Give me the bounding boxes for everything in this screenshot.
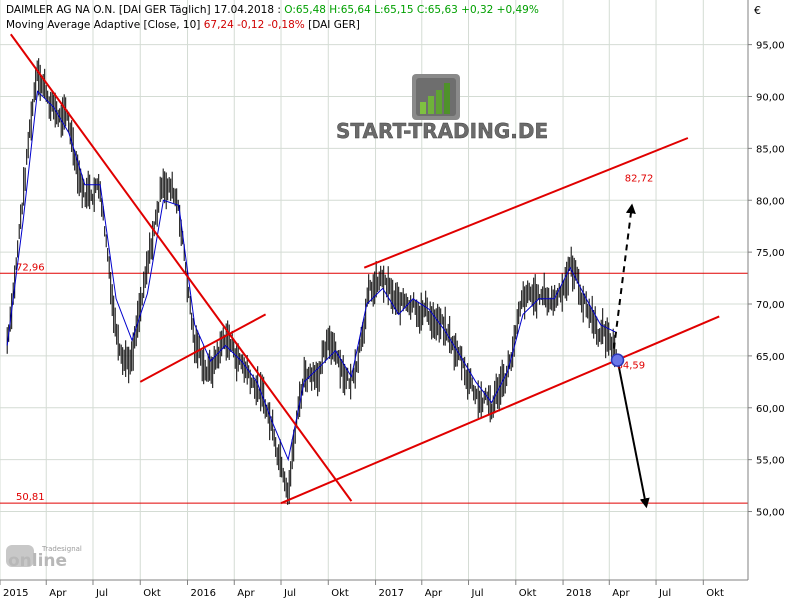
y-tick-label: 70,00: [756, 300, 785, 311]
trendline: [363, 137, 689, 269]
annotations: 82,72 64,59: [610, 174, 654, 371]
x-tick-label: Okt: [143, 588, 161, 599]
level-label: 72,96: [16, 262, 45, 273]
tradesignal-watermark: Tradesignal online: [6, 545, 82, 571]
logo-bar-4: [444, 83, 450, 114]
header-ma-name: Moving Average Adaptive [Close, 10]: [6, 19, 204, 31]
forecast-arrows: [612, 203, 650, 509]
moving-average-line: [6, 90, 617, 462]
logo-text: START-TRADING.DE: [336, 119, 548, 143]
x-tick-label: 2015: [3, 588, 28, 599]
y-tick-label: 85,00: [756, 144, 785, 155]
logo-bar-1: [420, 102, 426, 114]
logo-bar-3: [436, 90, 442, 114]
x-tick-label: Okt: [331, 588, 349, 599]
price-bars: [6, 58, 617, 505]
x-tick-label: 2018: [566, 588, 591, 599]
header-ma-values: 67,24 -0,12 -0,18%: [204, 19, 305, 31]
logo-bar-2: [428, 96, 434, 114]
logo: START-TRADING.DE: [336, 74, 548, 143]
y-axis-ticks: 50,00 55,00 60,00 65,00 70,00 75,00 80,00 85,00…: [748, 41, 785, 519]
x-tick-label: Jul: [283, 588, 296, 599]
level-label: 50,81: [16, 492, 45, 503]
x-tick-label: 2017: [379, 588, 404, 599]
x-tick-label: Okt: [519, 588, 537, 599]
x-tick-label: Apr: [49, 588, 67, 599]
price-annotation: 64,59: [616, 360, 645, 371]
price-annotation: 82,72: [625, 174, 654, 185]
header-ohlc-values: O:65,48 H:65,64 L:65,15 C:65,63 +0,32 +0…: [284, 4, 539, 16]
trendline: [9, 33, 353, 502]
header-line-1: DAIMLER AG NA O.N. [DAI GER Täglich] 17.…: [6, 4, 539, 16]
currency-label: €: [754, 4, 761, 17]
x-tick-label: Apr: [237, 588, 255, 599]
x-tick-label: Okt: [706, 588, 724, 599]
x-tick-label: 2016: [191, 588, 216, 599]
moving-average-path: [6, 90, 617, 462]
forecast-arrow-dashed: [612, 203, 636, 349]
watermark-brand: Tradesignal: [41, 545, 82, 553]
y-tick-label: 75,00: [756, 248, 785, 259]
watermark-text: online: [8, 551, 67, 571]
horizontal-levels: 72,96 50,81: [0, 262, 748, 504]
chart-header: DAIMLER AG NA O.N. [DAI GER Täglich] 17.…: [6, 4, 539, 31]
y-tick-label: 55,00: [756, 456, 785, 467]
header-instrument: DAIMLER AG NA O.N. [DAI GER Täglich] 17.…: [6, 4, 284, 16]
y-tick-label: 65,00: [756, 352, 785, 363]
y-tick-label: 50,00: [756, 508, 785, 519]
x-tick-label: Jul: [95, 588, 108, 599]
header-ma-suffix: [DAI GER]: [305, 19, 360, 31]
watermark-badge: [6, 545, 34, 567]
trendlines: [9, 33, 720, 505]
forecast-arrow-solid: [616, 359, 650, 509]
rising-bars-logo-icon: [412, 74, 460, 120]
y-tick-label: 90,00: [756, 92, 785, 103]
x-tick-label: Apr: [612, 588, 630, 599]
y-tick-label: 60,00: [756, 404, 785, 415]
x-tick-label: Apr: [425, 588, 443, 599]
trendline: [139, 313, 267, 383]
header-line-2: Moving Average Adaptive [Close, 10] 67,2…: [6, 19, 360, 31]
trendline: [280, 315, 720, 505]
time-axis-panel: [0, 580, 800, 600]
x-tick-label: Jul: [658, 588, 671, 599]
price-axis-panel: [748, 0, 800, 600]
y-tick-label: 80,00: [756, 196, 785, 207]
y-tick-label: 95,00: [756, 41, 785, 52]
x-tick-label: Jul: [471, 588, 484, 599]
x-axis-ticks: 2015 Apr Jul Okt 2016 Apr Jul Okt 2017 Apr Jul Okt 2…: [0, 580, 724, 599]
support-touch-marker: [610, 353, 625, 367]
